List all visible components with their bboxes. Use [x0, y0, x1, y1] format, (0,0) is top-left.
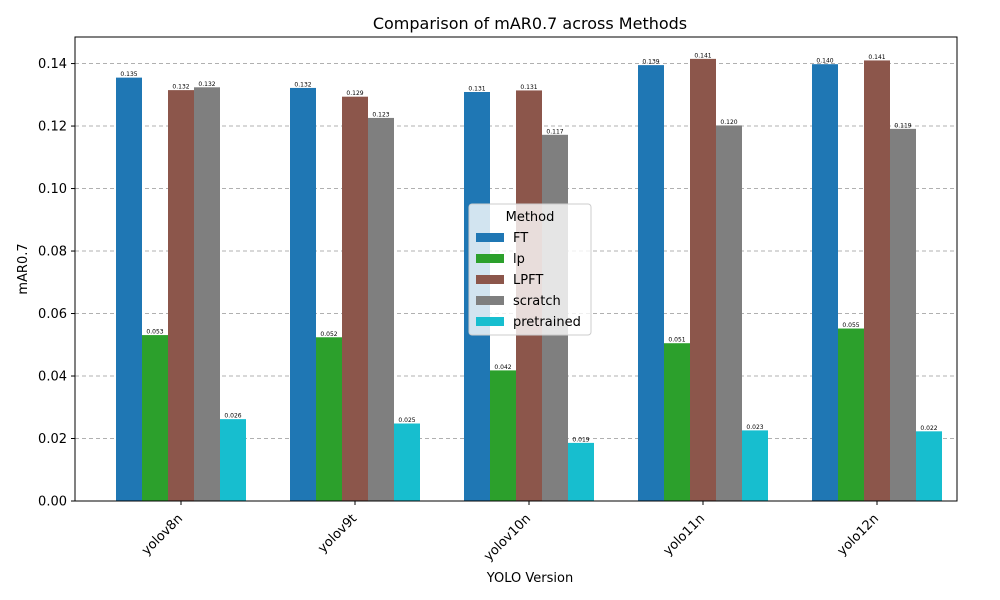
legend-swatch-FT: [476, 233, 504, 242]
data-label: 0.026: [224, 413, 241, 420]
bar-pretrained-yolo12n: [916, 431, 942, 501]
y-tick-label: 0.08: [38, 245, 67, 260]
data-label: 0.022: [920, 425, 937, 432]
data-label: 0.055: [842, 322, 859, 329]
legend-entry-scratch: scratch: [513, 294, 561, 309]
data-label: 0.019: [572, 436, 589, 443]
bar-lp-yolo11n: [664, 343, 690, 501]
data-label: 0.132: [294, 81, 311, 88]
legend-entry-LPFT: LPFT: [513, 273, 543, 288]
data-label: 0.051: [668, 337, 685, 344]
bar-lp-yolo12n: [838, 328, 864, 501]
data-label: 0.120: [720, 119, 737, 126]
bar-scratch-yolo11n: [716, 125, 742, 501]
bar-scratch-yolov8n: [194, 87, 220, 501]
bar-LPFT-yolov9t: [342, 96, 368, 502]
data-label: 0.135: [120, 71, 137, 78]
legend-swatch-lp: [476, 254, 504, 263]
bar-pretrained-yolov8n: [220, 419, 246, 501]
data-label: 0.053: [146, 329, 163, 336]
data-label: 0.140: [816, 58, 833, 65]
data-label: 0.042: [494, 364, 511, 371]
legend-entry-FT: FT: [513, 231, 528, 246]
bar-lp-yolov9t: [316, 337, 342, 501]
legend-title: Method: [506, 210, 555, 225]
legend: Method FT lp LPFT scratch pretrained: [468, 203, 592, 336]
data-label: 0.023: [746, 424, 763, 431]
legend-entry-lp: lp: [513, 252, 525, 267]
bar-LPFT-yolov8n: [168, 90, 194, 501]
bar-lp-yolov8n: [142, 335, 168, 501]
data-label: 0.129: [346, 90, 363, 97]
data-label: 0.132: [172, 84, 189, 91]
data-label: 0.123: [372, 111, 389, 118]
data-label: 0.132: [198, 81, 215, 88]
data-label: 0.139: [642, 59, 659, 66]
bar-scratch-yolo12n: [890, 128, 916, 502]
bar-pretrained-yolo11n: [742, 430, 768, 501]
bar-scratch-yolov9t: [368, 117, 394, 501]
data-label: 0.117: [546, 128, 563, 135]
y-tick-label: 0.12: [38, 120, 67, 135]
legend-swatch-LPFT: [476, 275, 504, 284]
plot-frame: [74, 36, 958, 502]
bar-lp-yolov10n: [490, 370, 516, 501]
data-label: 0.141: [694, 52, 711, 59]
data-label: 0.131: [468, 85, 485, 92]
y-axis-label: mAR0.7: [16, 243, 31, 294]
bar-LPFT-yolo11n: [690, 58, 716, 501]
bar-pretrained-yolov10n: [568, 442, 594, 501]
bar-LPFT-yolo12n: [864, 60, 890, 501]
bar-pretrained-yolov9t: [394, 423, 420, 501]
chart-title: Comparison of mAR0.7 across Methods: [373, 14, 687, 33]
x-axis-label: YOLO Version: [486, 571, 573, 586]
data-label: 0.025: [398, 417, 415, 424]
y-tick-label: 0.02: [38, 432, 67, 447]
y-tick-label: 0.14: [38, 57, 67, 72]
data-label: 0.141: [868, 54, 885, 61]
y-axis: 0.00 0.02 0.04 0.06 0.08 0.10 0.12 0.14: [38, 57, 75, 510]
data-label: 0.052: [320, 331, 337, 338]
y-tick-label: 0.04: [38, 370, 67, 385]
bar-FT-yolo12n: [812, 64, 838, 501]
bar-FT-yolov8n: [116, 77, 142, 501]
data-labels: 0.135 0.053 0.132 0.132 0.026 0.132 0.052 0.129…: [120, 52, 937, 443]
y-tick-label: 0.06: [38, 307, 67, 322]
legend-swatch-pretrained: [476, 317, 504, 326]
data-label: 0.131: [520, 84, 537, 91]
bar-FT-yolov9t: [290, 87, 316, 502]
legend-swatch-scratch: [476, 296, 504, 305]
y-tick-label: 0.00: [38, 495, 67, 510]
bar-FT-yolo11n: [638, 65, 664, 501]
legend-entry-pretrained: pretrained: [513, 315, 581, 330]
data-label: 0.119: [894, 122, 911, 129]
y-tick-label: 0.10: [38, 182, 67, 197]
